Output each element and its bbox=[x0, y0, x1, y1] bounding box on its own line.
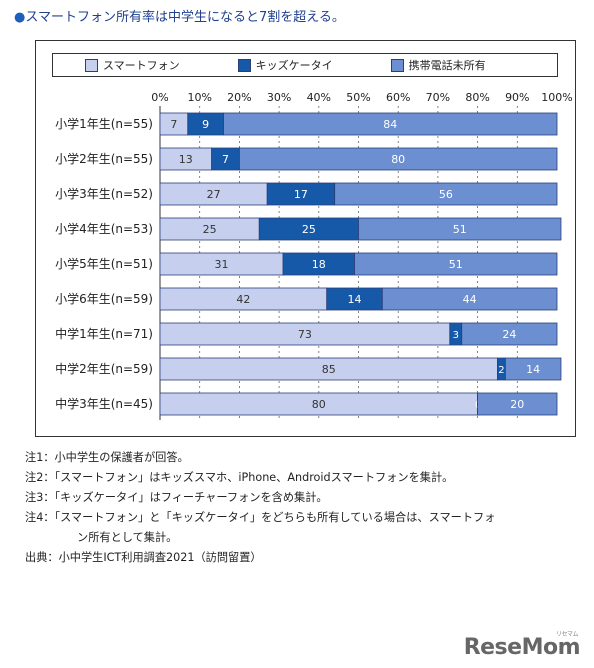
data-label: 25 bbox=[203, 223, 217, 236]
data-label: 85 bbox=[322, 363, 336, 376]
legend-item-smartphone: スマートフォン bbox=[85, 57, 180, 73]
legend: スマートフォン キッズケータイ 携帯電話未所有 bbox=[52, 53, 558, 77]
data-label: 20 bbox=[510, 398, 524, 411]
data-label: 14 bbox=[348, 293, 362, 306]
legend-swatch-none bbox=[390, 58, 404, 72]
data-label: 18 bbox=[312, 258, 326, 271]
bar-segment bbox=[354, 252, 558, 276]
x-tick-label: 90% bbox=[505, 91, 529, 104]
legend-label-none: 携帯電話未所有 bbox=[408, 59, 486, 72]
category-label: 小学2年生(n=55) bbox=[55, 151, 153, 166]
x-tick-label: 10% bbox=[187, 91, 211, 104]
data-label: 25 bbox=[302, 223, 316, 236]
data-label: 42 bbox=[236, 293, 250, 306]
x-tick-label: 80% bbox=[465, 91, 489, 104]
stacked-bar-chart: 0% 10% 20% 30% 40% 50% 60% 70% 80% 90% 100% 小学1年生(n… bbox=[55, 91, 573, 420]
x-tick-label: 0% bbox=[151, 91, 168, 104]
legend-swatch-smartphone bbox=[85, 58, 98, 72]
bar-segment bbox=[504, 357, 562, 381]
data-label: 73 bbox=[298, 328, 312, 341]
bar-segment bbox=[358, 217, 562, 241]
data-label: 80 bbox=[391, 153, 405, 166]
x-tick-label: 20% bbox=[227, 91, 251, 104]
logo-text: ReseMom bbox=[463, 635, 581, 660]
headline-text: スマートフォン所有率は中学生になると7割を超える。 bbox=[25, 10, 345, 25]
data-label: 27 bbox=[207, 188, 221, 201]
logo-subtext: リセマム bbox=[555, 631, 579, 638]
data-label: 51 bbox=[453, 223, 467, 236]
data-label: 7 bbox=[170, 118, 177, 131]
bar-segment bbox=[381, 287, 558, 311]
note-4-continued: ン所有として集計。 bbox=[77, 531, 178, 544]
legend-item-none: 携帯電話未所有 bbox=[390, 57, 486, 73]
x-tick-label: 70% bbox=[426, 91, 450, 104]
category-label: 小学5年生(n=51) bbox=[55, 256, 153, 271]
legend-label-smartphone: スマートフォン bbox=[103, 59, 180, 72]
data-label: 2 bbox=[498, 365, 504, 376]
data-label: 31 bbox=[215, 258, 229, 271]
data-label: 7 bbox=[222, 153, 229, 166]
category-label: 小学4年生(n=53) bbox=[55, 221, 153, 236]
x-tick-label: 100% bbox=[541, 91, 572, 104]
legend-item-kids: キッズケータイ bbox=[237, 57, 333, 73]
bar-segment bbox=[223, 112, 558, 136]
resemom-logo: ReseMom リセマム bbox=[463, 631, 581, 660]
data-label: 51 bbox=[449, 258, 463, 271]
data-label: 17 bbox=[294, 188, 308, 201]
notes: 注1：小中学生の保護者が回答。 注2：「スマートフォン」はキッズスマホ、iPho… bbox=[25, 448, 495, 568]
category-label: 中学2年生(n=59) bbox=[55, 361, 153, 376]
x-tick-label: 40% bbox=[307, 91, 331, 104]
bar-segment bbox=[334, 182, 558, 206]
headline: ●スマートフォン所有率は中学生になると7割を超える。 bbox=[14, 6, 345, 25]
data-label: 56 bbox=[439, 188, 453, 201]
bar-segment bbox=[461, 322, 558, 346]
note-3: 注3：「キッズケータイ」はフィーチャーフォンを含め集計。 bbox=[25, 491, 328, 504]
note-4: 注4：「スマートフォン」と「キッズケータイ」をどちらも所有している場合は、スマー… bbox=[25, 511, 496, 524]
x-tick-label: 60% bbox=[386, 91, 410, 104]
note-2: 注2：「スマートフォン」はキッズスマホ、iPhone、Androidスマートフォ… bbox=[25, 471, 454, 484]
data-label: 80 bbox=[312, 398, 326, 411]
category-label: 小学1年生(n=55) bbox=[55, 116, 153, 131]
category-label: 中学1年生(n=71) bbox=[55, 326, 153, 341]
data-label: 13 bbox=[179, 153, 193, 166]
x-tick-label: 30% bbox=[267, 91, 291, 104]
category-label: 中学3年生(n=45) bbox=[55, 396, 153, 411]
note-1: 注1：小中学生の保護者が回答。 bbox=[25, 451, 189, 464]
data-label: 3 bbox=[453, 330, 459, 341]
bar-segment bbox=[238, 147, 558, 171]
category-label: 小学6年生(n=59) bbox=[55, 291, 153, 306]
data-label: 24 bbox=[502, 328, 516, 341]
bar-segment bbox=[477, 392, 558, 416]
data-label: 44 bbox=[463, 293, 477, 306]
legend-swatch-kids bbox=[237, 58, 251, 72]
source-note: 出典：小中学生ICT利用調査2021（訪問留置） bbox=[25, 551, 262, 564]
category-label: 小学3年生(n=52) bbox=[55, 186, 153, 201]
legend-label-kids: キッズケータイ bbox=[255, 59, 333, 72]
data-label: 9 bbox=[202, 118, 209, 131]
x-tick-label: 50% bbox=[346, 91, 370, 104]
data-label: 14 bbox=[526, 363, 540, 376]
data-label: 84 bbox=[383, 118, 397, 131]
headline-bullet: ● bbox=[14, 10, 26, 25]
